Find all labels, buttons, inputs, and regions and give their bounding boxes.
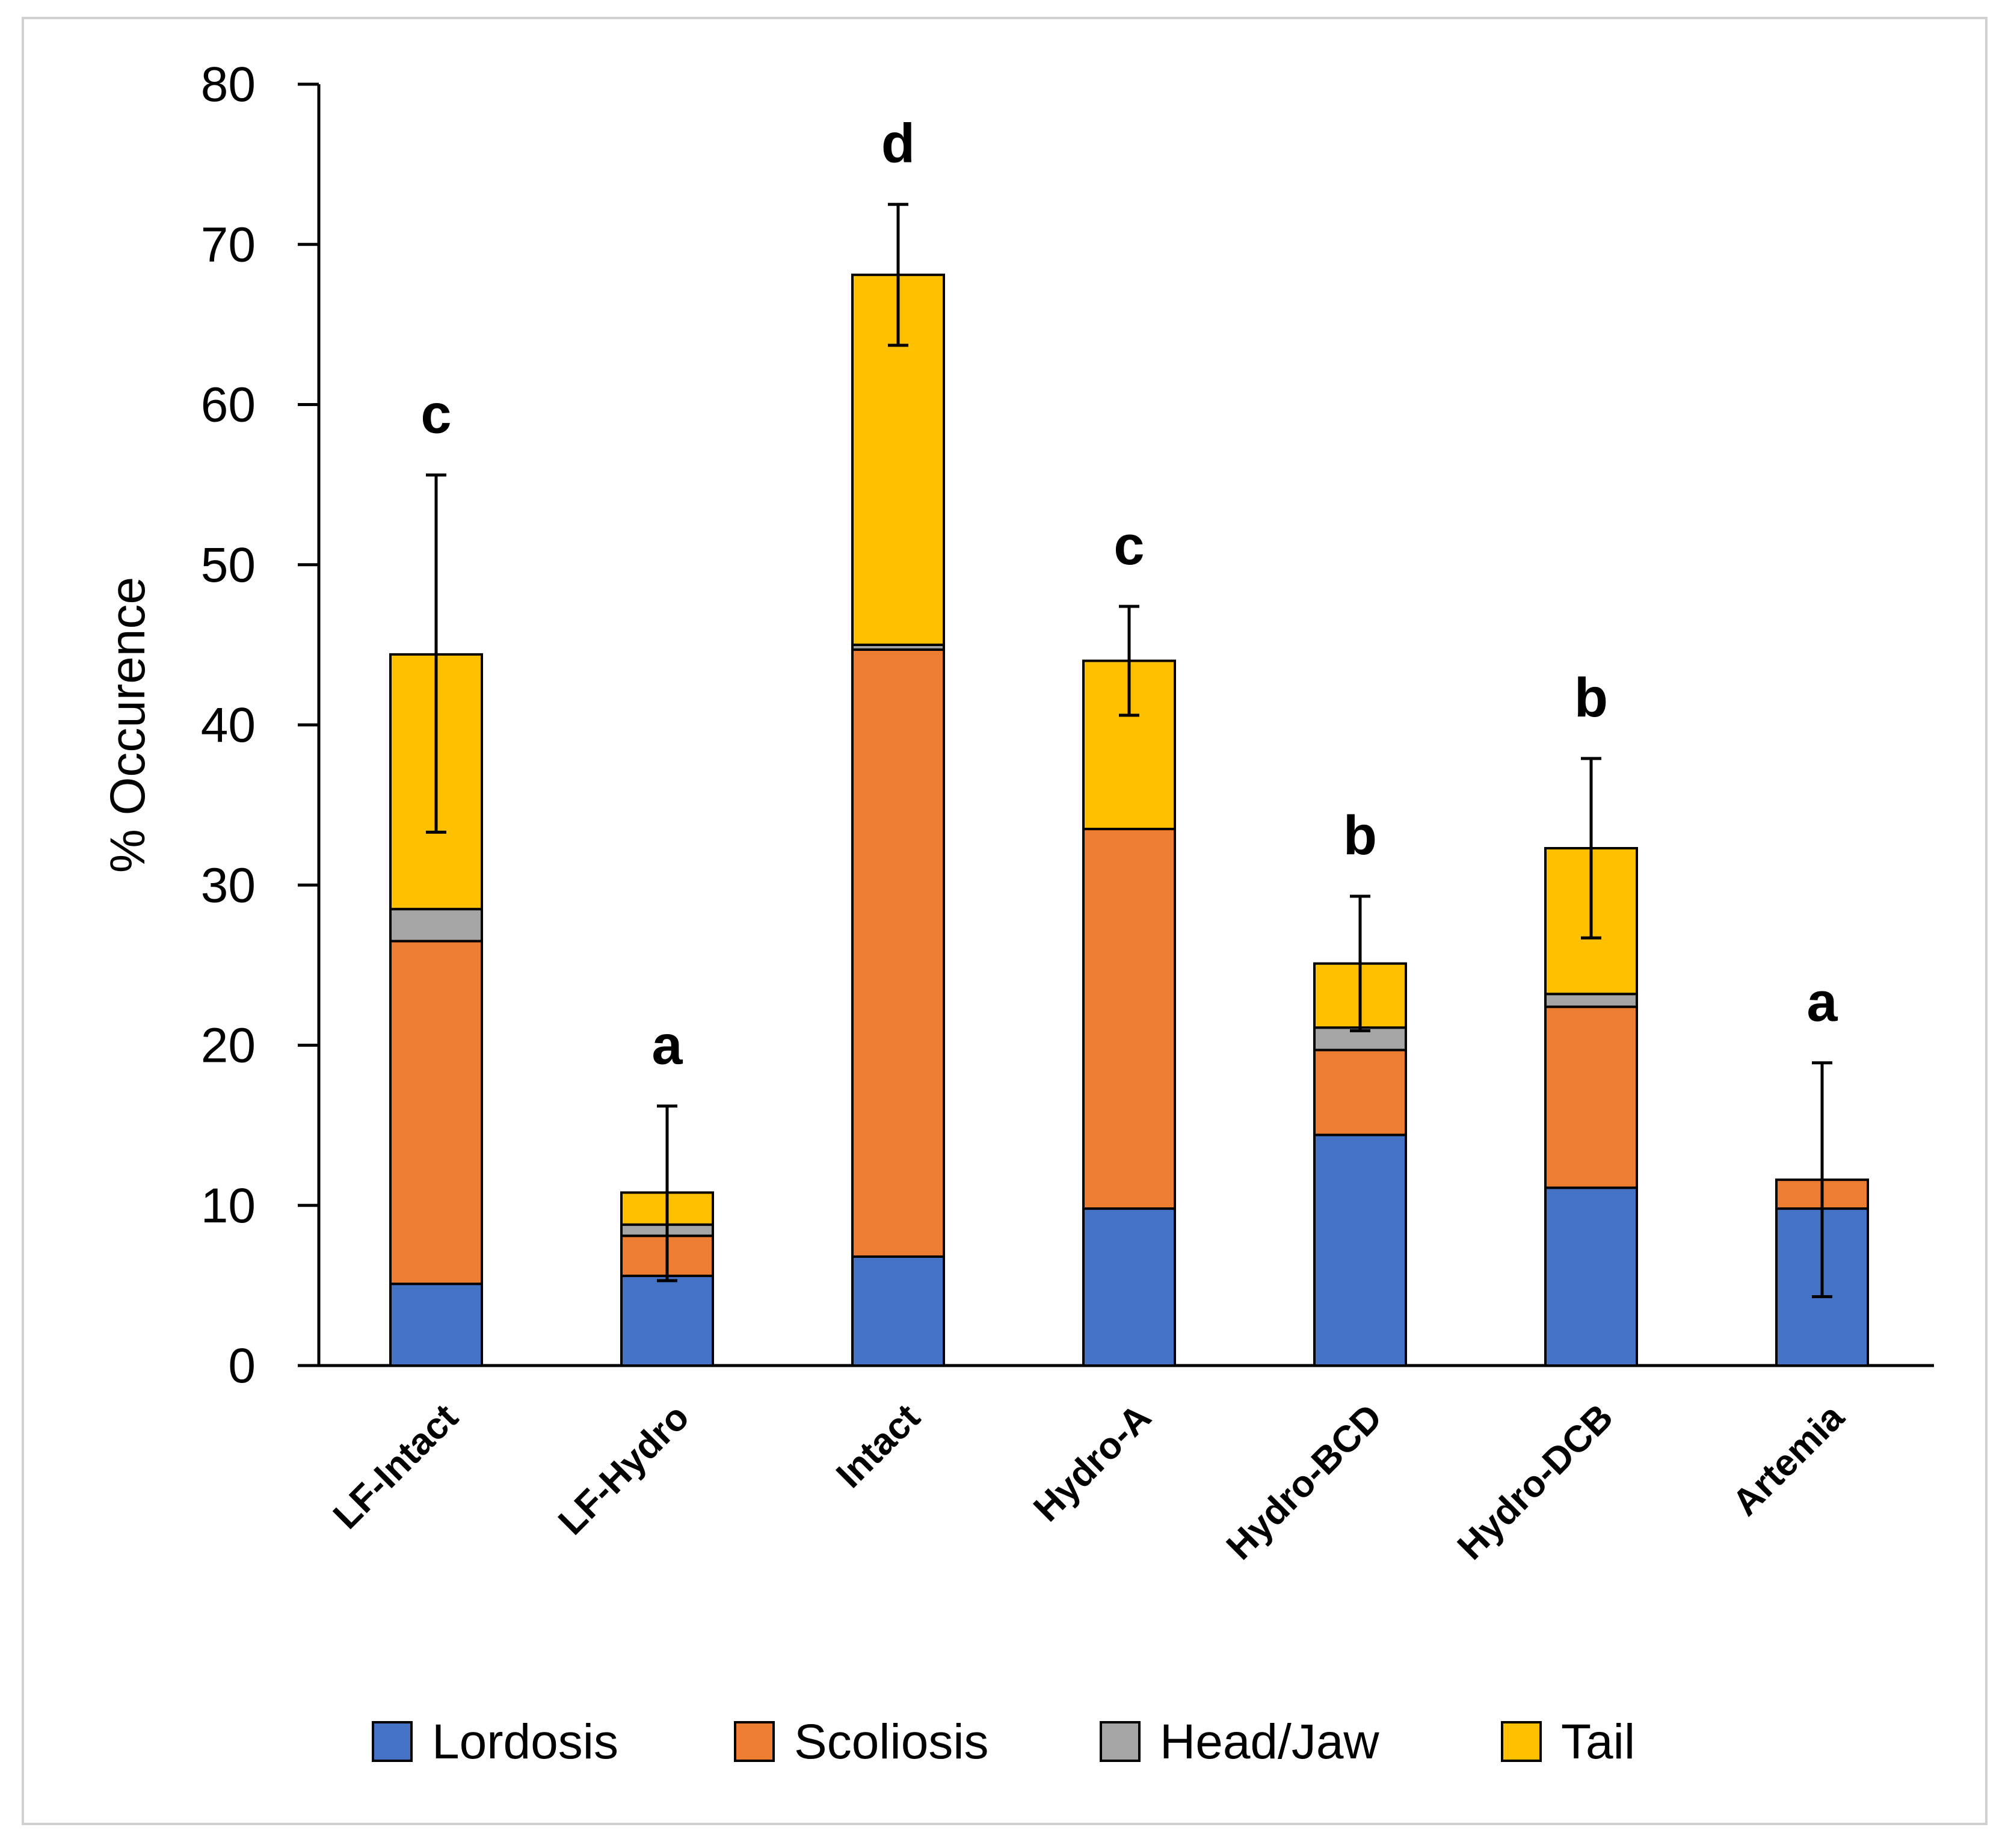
legend-label: Lordosis (432, 1714, 618, 1769)
x-tick-label: Hydro-A (1026, 1396, 1159, 1530)
x-tick-label: LF-Hydro (550, 1396, 697, 1543)
legend-swatch (372, 1721, 413, 1762)
x-tick-label: Artemia (1725, 1396, 1852, 1524)
significance-letter: c (1113, 515, 1144, 576)
bar-segment-scoliosis (389, 940, 483, 1286)
significance-letter: b (1574, 667, 1608, 728)
legend-swatch (1100, 1721, 1141, 1762)
x-tick-labels: LF-Intact LF-Hydro Intact Hydro-A Hydro-BCD H… (325, 1396, 1852, 1568)
significance-letter: a (651, 1015, 683, 1076)
legend-item: Lordosis (372, 1714, 618, 1769)
x-tick-label: LF-Intact (325, 1396, 466, 1537)
error-bar (888, 203, 908, 347)
significance-letter: d (881, 113, 915, 174)
significance-letters: c a d c b b a (420, 113, 1838, 1076)
error-bar (1350, 895, 1370, 1033)
bar-segment-scoliosis (1544, 1005, 1638, 1189)
bar-segment-head-jaw (1544, 993, 1638, 1008)
chart-frame (22, 17, 1988, 1825)
y-tick-label: 50 (201, 538, 256, 593)
significance-letter: b (1343, 805, 1377, 866)
y-tick-label: 80 (201, 57, 256, 112)
y-tick-label: 60 (201, 378, 256, 433)
error-bar (657, 1104, 677, 1283)
y-tick-label: 40 (201, 698, 256, 753)
error-bar (1119, 605, 1139, 717)
y-tick-label: 30 (201, 858, 256, 913)
bar-segment-tail (1082, 659, 1176, 831)
x-tick-label: Hydro-BCD (1219, 1396, 1390, 1568)
bar-segment-scoliosis (1313, 1049, 1407, 1136)
legend-item: Scoliosis (734, 1714, 989, 1769)
bar-segment-lordosis (1544, 1186, 1638, 1367)
bar-segment-lordosis (389, 1283, 483, 1367)
error-bars (426, 203, 1832, 1299)
legend-swatch (1501, 1721, 1542, 1762)
error-bar (426, 473, 446, 834)
significance-letter: c (420, 384, 451, 445)
significance-letter: a (1806, 972, 1838, 1033)
bar-segment-head-jaw (389, 908, 483, 943)
bar-segment-lordosis (620, 1274, 714, 1367)
legend-swatch (734, 1721, 775, 1762)
bar-segment-scoliosis (1082, 828, 1176, 1210)
y-tick-label: 20 (201, 1018, 256, 1073)
bar-segment-scoliosis (851, 648, 945, 1258)
y-axis-title: % Occurence (100, 577, 155, 873)
y-axis: 0 10 20 30 40 50 60 70 80 (201, 57, 321, 1393)
legend-label: Scoliosis (794, 1714, 989, 1769)
x-tick-label: Intact (828, 1396, 928, 1496)
legend-label: Tail (1561, 1714, 1635, 1769)
x-tick-label: Hydro-DCB (1450, 1396, 1621, 1568)
legend: Lordosis Scoliosis Head/Jaw Tail (372, 1714, 1635, 1769)
legend-item: Tail (1501, 1714, 1635, 1769)
legend-item: Head/Jaw (1100, 1714, 1379, 1769)
bars (389, 273, 1869, 1367)
bar-segment-tail (851, 273, 945, 646)
y-tick-label: 70 (201, 217, 256, 272)
error-bar (1581, 757, 1601, 940)
legend-label: Head/Jaw (1160, 1714, 1379, 1769)
bar-segment-lordosis (851, 1255, 945, 1367)
y-tick-label: 0 (228, 1338, 256, 1393)
y-tick-label: 10 (201, 1178, 256, 1233)
error-bar (1812, 1061, 1832, 1299)
bar-segment-lordosis (1082, 1207, 1176, 1367)
bar-segment-lordosis (1313, 1133, 1407, 1367)
